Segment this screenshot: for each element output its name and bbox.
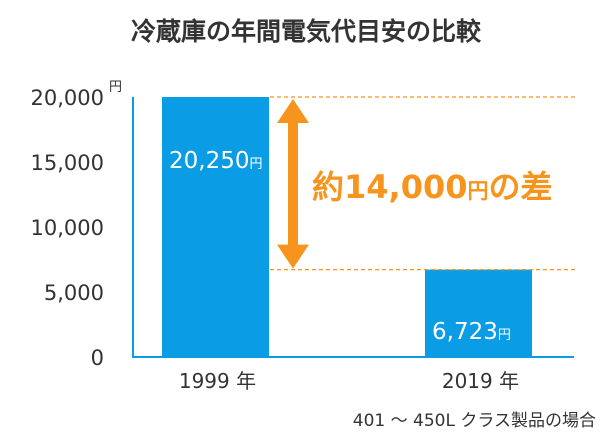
plot-area: 0 5,000 10,000 15,000 20,000 円 1999 年 2019 年 20,… xyxy=(31,80,575,393)
y-tick-label: 5,000 xyxy=(44,281,104,305)
difference-number: 約14,000 xyxy=(312,168,468,206)
y-axis-unit: 円 xyxy=(109,80,122,95)
difference-annotation: 約14,000円の差 xyxy=(312,168,553,206)
y-tick-label: 0 xyxy=(91,346,104,370)
difference-suffix: の差 xyxy=(489,168,553,206)
y-tick-label: 15,000 xyxy=(31,151,104,175)
difference-arrow xyxy=(277,99,309,269)
chart-title: 冷蔵庫の年間電気代目安の比較 xyxy=(131,17,482,46)
bar-2 xyxy=(425,269,532,357)
data-label: 20,250円 xyxy=(169,148,263,174)
y-tick-label: 20,000 xyxy=(31,86,104,110)
difference-unit: 円 xyxy=(468,179,489,203)
data-label: 6,723円 xyxy=(432,319,511,345)
y-tick-label: 10,000 xyxy=(31,216,104,240)
data-label-unit: 円 xyxy=(498,328,511,343)
bar-1 xyxy=(162,97,269,357)
data-label-unit: 円 xyxy=(249,157,262,172)
x-tick-label: 1999 年 xyxy=(179,369,256,393)
x-tick-label: 2019 年 xyxy=(442,369,519,393)
chart-note: 401 ～ 450L クラス製品の場合 xyxy=(353,411,596,431)
